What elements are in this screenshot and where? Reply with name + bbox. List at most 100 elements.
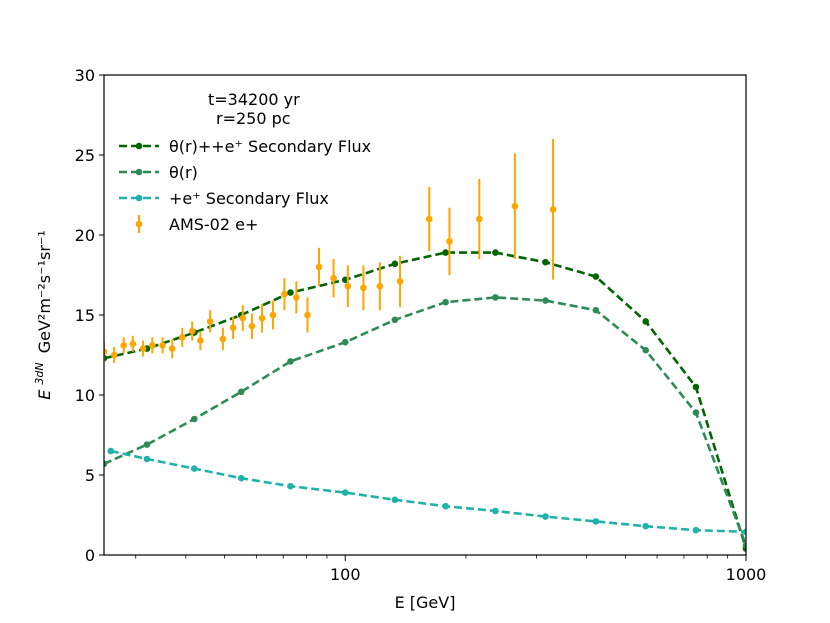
data-point bbox=[511, 202, 519, 210]
data-point bbox=[159, 342, 166, 349]
y-tick-label: 30 bbox=[75, 66, 95, 85]
data-point bbox=[281, 290, 288, 298]
data-point bbox=[248, 322, 256, 330]
data-point bbox=[396, 278, 404, 285]
series-line bbox=[104, 296, 746, 546]
series-marker bbox=[592, 273, 600, 280]
series-marker bbox=[237, 474, 245, 482]
legend-item: θ(r) bbox=[119, 163, 198, 182]
series-marker bbox=[442, 249, 449, 256]
data-point bbox=[229, 324, 237, 332]
series-marker bbox=[107, 447, 115, 455]
series-marker bbox=[190, 415, 198, 423]
annotation-block: t=34200 yr r=250 pc bbox=[208, 90, 300, 128]
legend-marker bbox=[135, 168, 143, 176]
svg-text:E 3dN GeV²m⁻²s⁻¹sr: E 3dN GeV²m⁻²s⁻¹sr⁻¹ bbox=[28, 230, 54, 400]
data-point bbox=[344, 282, 352, 290]
y-tick-label: 25 bbox=[75, 146, 95, 165]
y-tick-label: 20 bbox=[75, 226, 95, 245]
data-point bbox=[104, 348, 108, 356]
series-marker bbox=[391, 260, 399, 268]
data-point bbox=[188, 327, 196, 335]
series-marker bbox=[492, 249, 499, 256]
series-marker bbox=[143, 441, 151, 448]
y-label-e: E bbox=[35, 389, 54, 400]
series-marker bbox=[592, 518, 600, 525]
series-marker bbox=[442, 298, 449, 306]
series-marker bbox=[492, 507, 499, 515]
series-marker bbox=[287, 482, 294, 490]
data-point bbox=[120, 342, 128, 349]
data-point bbox=[376, 282, 384, 290]
series-marker bbox=[692, 383, 700, 391]
series-marker bbox=[492, 294, 499, 301]
series-marker bbox=[692, 526, 700, 534]
data-point bbox=[304, 311, 311, 319]
series-marker bbox=[104, 460, 108, 468]
y-label-frac: 3dN bbox=[33, 362, 46, 384]
y-tick-label: 10 bbox=[75, 386, 95, 405]
series-marker bbox=[542, 258, 549, 266]
series-1 bbox=[104, 294, 746, 549]
series-marker bbox=[642, 346, 650, 354]
series-marker bbox=[143, 455, 151, 463]
series-line bbox=[104, 251, 746, 549]
series-2 bbox=[107, 447, 746, 536]
legend-label: θ(r)++e⁺ Secondary Flux bbox=[169, 137, 371, 156]
data-point bbox=[149, 342, 156, 349]
series-line bbox=[110, 449, 746, 534]
y-tick-label: 15 bbox=[75, 306, 95, 325]
data-point bbox=[330, 274, 337, 282]
data-point bbox=[168, 345, 176, 352]
x-axis-label: E [GeV] bbox=[395, 593, 456, 612]
x-tick-label: 1000 bbox=[726, 565, 767, 584]
plot-area bbox=[104, 139, 746, 552]
data-point bbox=[446, 238, 453, 245]
series-marker bbox=[287, 358, 294, 365]
legend: θ(r)++e⁺ Secondary Flux θ(r) +e⁺ Secondary… bbox=[119, 137, 371, 234]
data-point bbox=[258, 314, 266, 322]
legend-label: θ(r) bbox=[169, 163, 198, 182]
data-point bbox=[197, 337, 204, 344]
series-marker bbox=[642, 318, 650, 325]
series-marker bbox=[237, 388, 245, 396]
series-marker bbox=[542, 297, 549, 304]
data-point bbox=[239, 314, 247, 322]
series-marker bbox=[341, 338, 349, 346]
legend-item: +e⁺ Secondary Flux bbox=[119, 189, 329, 208]
series-3 bbox=[104, 139, 557, 363]
legend-label: +e⁺ Secondary Flux bbox=[169, 189, 329, 208]
data-point bbox=[475, 215, 483, 223]
data-point bbox=[425, 215, 433, 223]
data-point bbox=[269, 311, 277, 319]
series-marker bbox=[742, 528, 746, 536]
data-point bbox=[178, 334, 186, 341]
data-point bbox=[219, 335, 227, 343]
series-marker bbox=[391, 316, 399, 324]
data-point bbox=[206, 318, 214, 325]
series-marker bbox=[642, 522, 650, 530]
series-marker bbox=[190, 465, 198, 472]
data-point bbox=[360, 284, 367, 292]
series-marker bbox=[391, 496, 399, 504]
y-axis-label: E 3dN GeV²m⁻²s⁻¹sr⁻¹ bbox=[28, 230, 54, 400]
data-point bbox=[315, 263, 323, 271]
data-point bbox=[139, 345, 147, 352]
annotation-time: t=34200 yr bbox=[208, 90, 300, 109]
data-point bbox=[129, 340, 137, 348]
series-marker bbox=[692, 409, 700, 416]
legend-item: AMS-02 e+ bbox=[135, 215, 258, 234]
legend-marker bbox=[135, 194, 143, 202]
series-marker bbox=[442, 502, 449, 510]
data-point bbox=[549, 206, 557, 213]
series-marker bbox=[742, 542, 746, 549]
series-marker bbox=[287, 289, 294, 296]
y-label-units: GeV²m⁻²s⁻¹sr⁻¹ bbox=[35, 230, 54, 353]
legend-marker bbox=[135, 142, 143, 150]
series-layer bbox=[104, 139, 746, 552]
annotation-radius: r=250 pc bbox=[216, 109, 291, 128]
legend-item: θ(r)++e⁺ Secondary Flux bbox=[119, 137, 371, 156]
data-point bbox=[293, 294, 300, 301]
series-0 bbox=[104, 249, 746, 552]
series-marker bbox=[542, 513, 549, 520]
